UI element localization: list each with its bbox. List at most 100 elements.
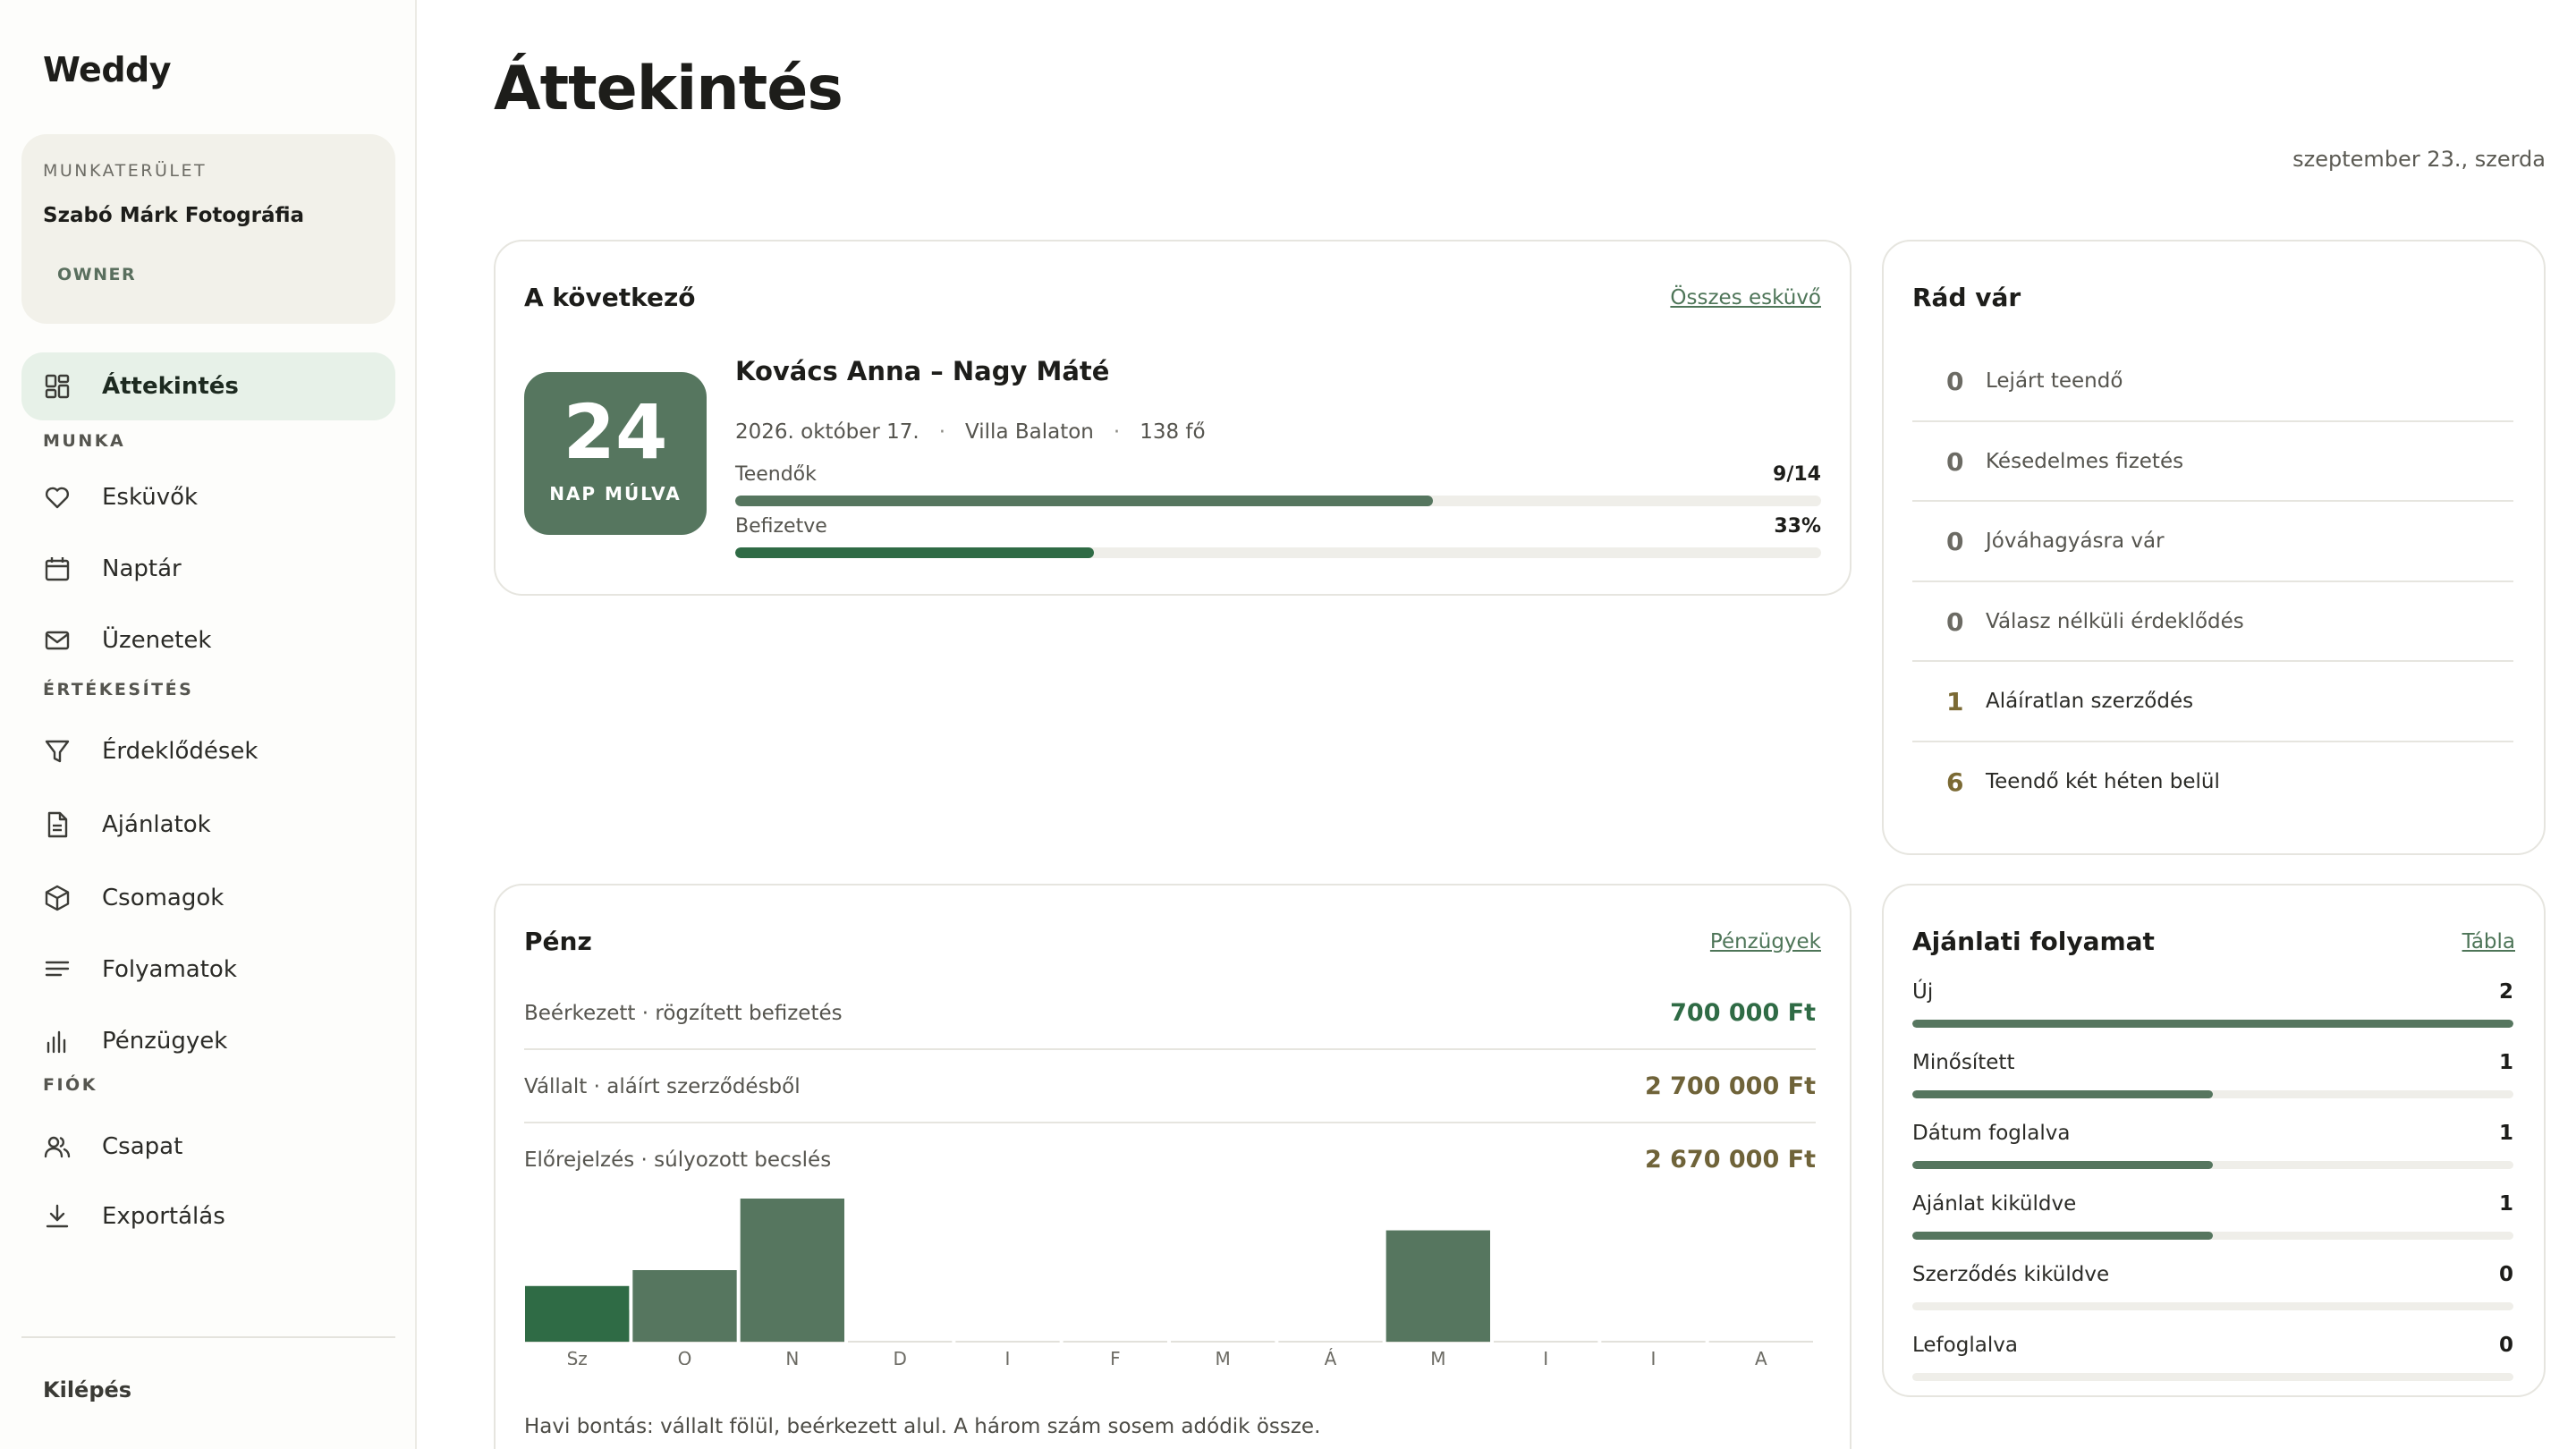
wedding-guests: 138 fő	[1140, 420, 1206, 444]
money-row-committed: Vállalt · aláírt szerződésből 2 700 000 …	[524, 1050, 1816, 1123]
stage-label: Ajánlat kiküldve	[1912, 1192, 2077, 1216]
bar-committed	[740, 1199, 844, 1342]
nav-label: Ajánlatok	[102, 811, 211, 838]
list-lines-icon	[43, 955, 72, 984]
separator-dot: ·	[938, 420, 946, 444]
wedding-venue: Villa Balaton	[965, 420, 1094, 444]
pipeline-stage[interactable]: Dátum foglalva 1	[1912, 1122, 2513, 1186]
monthly-chart: Sz O N D J F M Á M J J A	[524, 1195, 1816, 1365]
waiting-item[interactable]: 0 Jóváhagyásra vár	[1912, 502, 2513, 582]
all-weddings-link[interactable]: Összes esküvő	[1670, 286, 1821, 309]
app-logo[interactable]: Weddy	[43, 50, 172, 89]
waiting-count: 1	[1946, 687, 1964, 716]
download-icon	[43, 1202, 72, 1231]
separator-dot: ·	[1113, 420, 1121, 444]
wedding-meta: 2026. október 17. · Villa Balaton · 138 fő	[735, 420, 1206, 444]
workspace-role-badge: OWNER	[57, 265, 137, 284]
nav-item-packages[interactable]: Csomagok	[21, 864, 395, 932]
nav-item-calendar[interactable]: Naptár	[21, 535, 395, 603]
nav-label: Folyamatok	[102, 956, 237, 983]
stage-count: 1	[2498, 1192, 2513, 1216]
next-wedding-card: A következő Összes esküvő 24 NAP MÚLVA K…	[494, 240, 1852, 596]
waiting-count: 0	[1946, 527, 1964, 556]
month-tick-label: Sz	[567, 1348, 588, 1365]
stage-track	[1912, 1302, 2513, 1310]
money-label: Előrejelzés · súlyozott becslés	[524, 1148, 832, 1172]
money-label: Beérkezett · rögzített befizetés	[524, 1002, 843, 1025]
nav-section-sales: ÉRTÉKESÍTÉS	[43, 680, 194, 699]
stage-fill	[1912, 1090, 2213, 1098]
bar-committed	[632, 1270, 737, 1342]
nav-item-inquiries[interactable]: Érdeklődések	[21, 717, 395, 785]
waiting-count: 0	[1946, 446, 1964, 477]
pipeline-stage[interactable]: Új 2	[1912, 980, 2513, 1045]
finances-link[interactable]: Pénzügyek	[1709, 930, 1821, 953]
tasks-progress-track	[735, 496, 1821, 506]
stage-count: 1	[2498, 1122, 2513, 1145]
workspace-label: MUNKATERÜLET	[43, 161, 208, 181]
nav-label: Naptár	[102, 555, 182, 582]
stage-label: Lefoglalva	[1912, 1334, 2018, 1357]
nav-item-team[interactable]: Csapat	[21, 1113, 395, 1181]
card-title: Ajánlati folyamat	[1912, 927, 2155, 956]
current-date: szeptember 23., szerda	[2292, 147, 2546, 172]
waiting-item[interactable]: 1 Aláíratlan szerződés	[1912, 662, 2513, 742]
nav-item-overview[interactable]: Áttekintés	[21, 352, 395, 420]
waiting-card: Rád vár 0 Lejárt teendő 0 Késedelmes fizeté…	[1882, 240, 2546, 855]
nav-item-messages[interactable]: Üzenetek	[21, 606, 395, 674]
nav-label: Csomagok	[102, 885, 225, 911]
couple-name-link[interactable]: Kovács Anna – Nagy Máté	[735, 356, 1110, 386]
board-link[interactable]: Tábla	[2462, 930, 2515, 953]
waiting-item[interactable]: 0 Késedelmes fizetés	[1912, 422, 2513, 502]
waiting-count: 0	[1946, 367, 1964, 396]
pipeline-stage[interactable]: Minősített 1	[1912, 1051, 2513, 1115]
pipeline-stage[interactable]: Ajánlat kiküldve 1	[1912, 1192, 2513, 1257]
stage-track	[1912, 1373, 2513, 1381]
stage-count: 1	[2498, 1051, 2513, 1074]
month-tick-label: O	[678, 1348, 692, 1365]
nav-label: Esküvők	[102, 484, 199, 511]
workspace-switcher[interactable]: MUNKATERÜLET Szabó Márk Fotográfia OWNER	[21, 134, 395, 324]
sidebar: Weddy MUNKATERÜLET Szabó Márk Fotográfia…	[0, 0, 417, 1449]
month-tick-label: D	[893, 1348, 906, 1365]
stage-label: Új	[1912, 980, 1934, 1004]
nav-item-finances[interactable]: Pénzügyek	[21, 1007, 395, 1075]
waiting-item[interactable]: 0 Válasz nélküli érdeklődés	[1912, 582, 2513, 662]
waiting-label: Késedelmes fizetés	[1986, 449, 2184, 473]
stage-track	[1912, 1090, 2513, 1098]
stage-label: Minősített	[1912, 1051, 2015, 1074]
card-title: Rád vár	[1912, 283, 2021, 312]
waiting-item[interactable]: 6 Teendő két héten belül	[1912, 742, 2513, 823]
waiting-count: 6	[1946, 767, 1964, 797]
paid-value: 33%	[1774, 515, 1821, 538]
countdown-badge: 24 NAP MÚLVA	[524, 372, 707, 535]
stage-fill	[1912, 1161, 2213, 1169]
month-tick-label: M	[1430, 1348, 1445, 1365]
pipeline-stage[interactable]: Lefoglalva 0	[1912, 1334, 2513, 1398]
chart-baseline	[1063, 1341, 1167, 1343]
stage-track	[1912, 1232, 2513, 1240]
calendar-icon	[43, 555, 72, 583]
bar-committed	[1385, 1230, 1490, 1342]
stage-count: 0	[2498, 1263, 2513, 1286]
pipeline-card: Ajánlati folyamat Tábla Új 2 Minősített 1 Dá…	[1882, 884, 2546, 1397]
nav-item-offers[interactable]: Ajánlatok	[21, 791, 395, 859]
bar-received	[525, 1285, 630, 1342]
logout-button[interactable]: Kilépés	[43, 1377, 132, 1402]
nav-item-export[interactable]: Exportálás	[21, 1182, 395, 1250]
pipeline-stage[interactable]: Szerződés kiküldve 0	[1912, 1263, 2513, 1327]
nav-label: Csapat	[102, 1133, 183, 1160]
money-row-received: Beérkezett · rögzített befizetés 700 000…	[524, 977, 1816, 1050]
waiting-label: Aláíratlan szerződés	[1986, 690, 2194, 713]
month-tick-label: Á	[1325, 1348, 1337, 1365]
waiting-list: 0 Lejárt teendő 0 Késedelmes fizetés 0 Jóváha…	[1912, 342, 2513, 822]
nav-item-weddings[interactable]: Esküvők	[21, 463, 395, 531]
stage-label: Szerződés kiküldve	[1912, 1263, 2110, 1286]
document-icon	[43, 810, 72, 839]
heart-icon	[43, 483, 72, 512]
waiting-label: Teendő két héten belül	[1986, 769, 2220, 793]
nav-label: Üzenetek	[102, 627, 212, 654]
waiting-item[interactable]: 0 Lejárt teendő	[1912, 342, 2513, 422]
chart-baseline	[1494, 1341, 1598, 1343]
nav-item-workflows[interactable]: Folyamatok	[21, 936, 395, 1004]
